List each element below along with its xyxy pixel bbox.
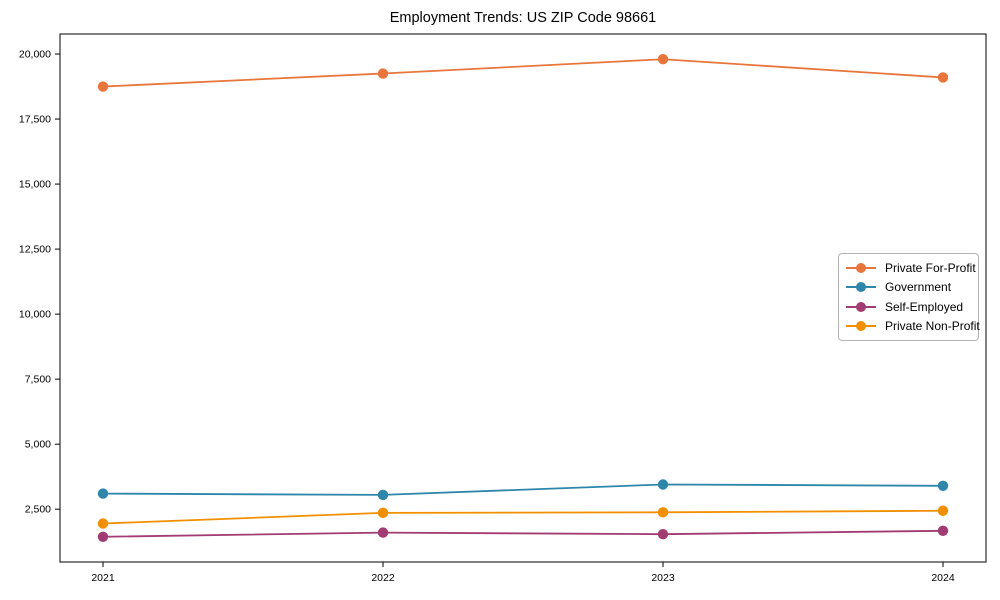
series-line bbox=[102, 529, 944, 538]
series-line bbox=[102, 483, 944, 496]
y-tick-label: 12,500 bbox=[19, 244, 51, 256]
data-point bbox=[657, 507, 669, 518]
data-point bbox=[377, 507, 389, 519]
chart-title: Employment Trends: US ZIP Code 98661 bbox=[389, 10, 657, 26]
data-point bbox=[657, 54, 669, 65]
x-tick-label: 2021 bbox=[91, 572, 115, 584]
legend-item: Government bbox=[839, 278, 978, 298]
legend-item: Self-Employed bbox=[839, 297, 978, 317]
legend-label: Government bbox=[885, 280, 952, 295]
y-tick-label: 20,000 bbox=[19, 49, 51, 61]
legend-line-sample bbox=[846, 262, 876, 273]
y-tick-label: 10,000 bbox=[19, 309, 51, 321]
y-tick-label: 2,500 bbox=[25, 504, 51, 516]
data-point bbox=[97, 531, 109, 542]
legend-marker-icon bbox=[856, 301, 866, 312]
series-line bbox=[102, 509, 944, 525]
data-point bbox=[97, 81, 109, 92]
y-tick-label: 15,000 bbox=[19, 179, 51, 191]
data-point bbox=[657, 479, 669, 490]
chart-legend: Private For-Profit Government Self-Emplo… bbox=[838, 253, 980, 341]
y-tick-label: 17,500 bbox=[19, 114, 51, 126]
data-point bbox=[937, 72, 949, 83]
x-tick-label: 2024 bbox=[931, 572, 955, 584]
y-tick-label: 5,000 bbox=[25, 439, 51, 451]
legend-marker-icon bbox=[856, 282, 866, 293]
data-point bbox=[937, 525, 949, 536]
data-point bbox=[657, 528, 669, 540]
data-point bbox=[937, 505, 949, 516]
legend-label: Private For-Profit bbox=[885, 260, 976, 275]
data-point bbox=[97, 518, 109, 529]
legend-item: Private For-Profit bbox=[839, 258, 978, 278]
series-line bbox=[102, 58, 944, 88]
legend-label: Self-Employed bbox=[885, 299, 964, 314]
data-point bbox=[97, 488, 109, 499]
legend-marker-icon bbox=[856, 262, 866, 273]
legend-label: Private Non-Profit bbox=[885, 319, 980, 334]
x-tick-label: 2022 bbox=[371, 572, 395, 584]
data-point bbox=[377, 527, 389, 538]
y-tick-label: 7,500 bbox=[25, 374, 51, 386]
legend-item: Private Non-Profit bbox=[839, 317, 980, 337]
legend-line-sample bbox=[846, 321, 876, 332]
legend-line-sample bbox=[846, 282, 876, 293]
plot-border bbox=[59, 33, 987, 563]
legend-marker-icon bbox=[856, 321, 866, 332]
data-point bbox=[937, 480, 949, 491]
legend-line-sample bbox=[846, 301, 876, 312]
data-point bbox=[377, 68, 389, 79]
data-point bbox=[377, 489, 389, 501]
x-tick-label: 2023 bbox=[651, 572, 675, 584]
